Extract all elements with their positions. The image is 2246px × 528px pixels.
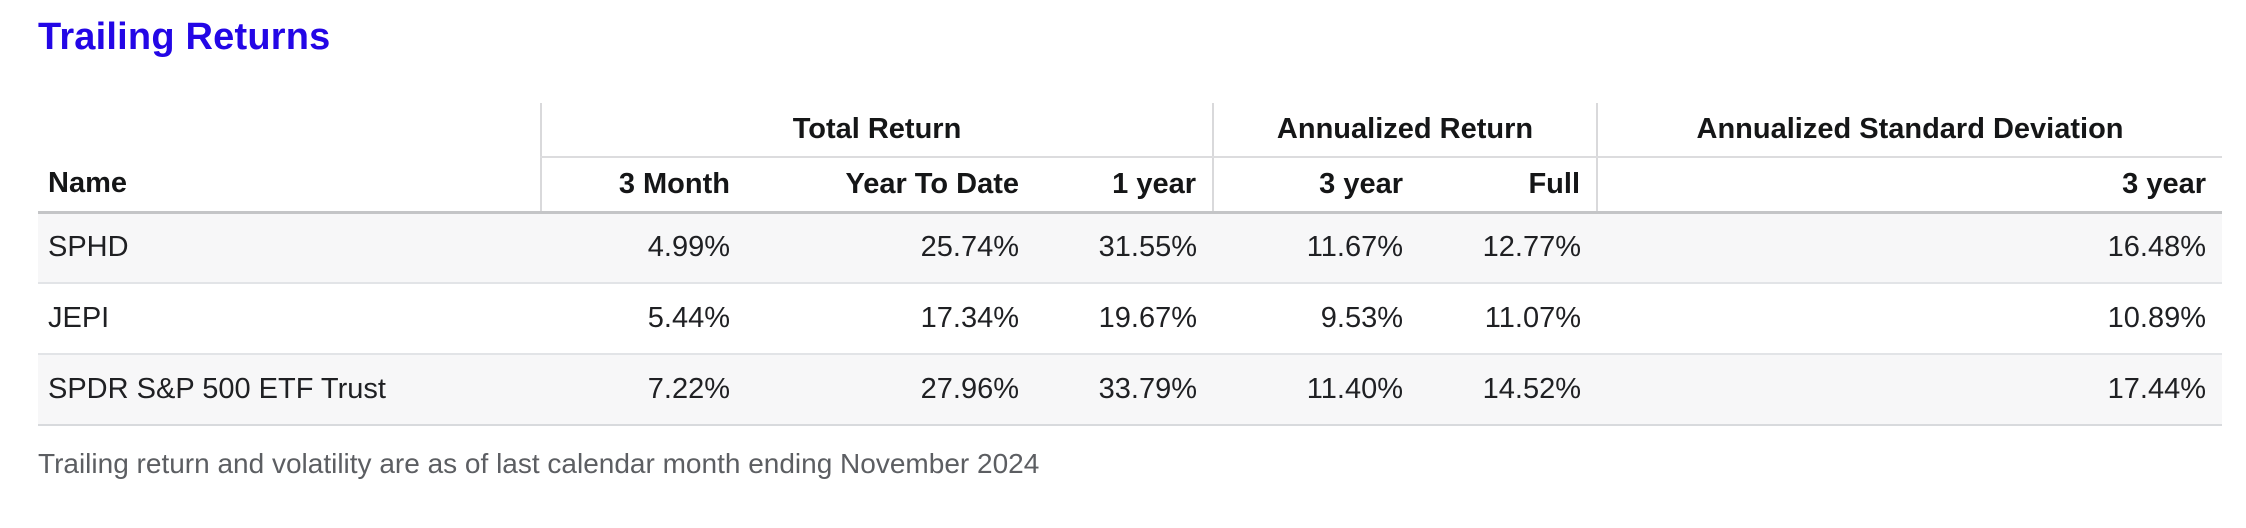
table-row: SPHD 4.99% 25.74% 31.55% 11.67% 12.77% 1…: [38, 212, 2223, 283]
value-cell: 5.44%: [647, 302, 730, 334]
column-header-row: Name 3 Month Year To Date 1 year 3 year …: [38, 157, 2223, 214]
value-cell: 4.99%: [647, 231, 730, 264]
value-cell: 31.55%: [1098, 231, 1197, 264]
column-header-1-year: 1 year: [1035, 157, 1213, 214]
value-cell: 14.52%: [1482, 373, 1582, 405]
group-header-annualized-standard-deviation: Annualized Standard Deviation: [1596, 103, 2223, 158]
value-cell: 25.74%: [920, 231, 1019, 264]
column-header-3-year-stddev: 3 year: [1596, 157, 2223, 214]
value-cell: 11.40%: [1306, 373, 1403, 405]
trailing-returns-section: Trailing Returns Total Return Annualized…: [38, 16, 2223, 479]
value-cell: 11.67%: [1306, 231, 1403, 264]
column-header-3-year-return: 3 year: [1212, 157, 1419, 214]
fund-name: SPDR S&P 500 ETF Trust: [48, 373, 386, 405]
trailing-returns-table: Total Return Annualized Return Annualize…: [38, 103, 2223, 426]
column-header-3-month: 3 Month: [540, 157, 746, 214]
value-cell: 16.48%: [2107, 231, 2207, 264]
group-header-blank: [38, 103, 541, 157]
value-cell: 11.07%: [1484, 302, 1582, 334]
table-header: Total Return Annualized Return Annualize…: [38, 103, 2223, 214]
value-cell: 27.96%: [920, 373, 1019, 405]
value-cell: 17.34%: [920, 302, 1019, 334]
page-title: Trailing Returns: [38, 16, 331, 58]
table-row: JEPI 5.44% 17.34% 19.67% 9.53% 11.07% 10…: [38, 283, 2223, 354]
value-cell: 10.89%: [2107, 302, 2207, 334]
group-header-annualized-return: Annualized Return: [1211, 103, 1598, 158]
table-row: SPDR S&P 500 ETF Trust 7.22% 27.96% 33.7…: [38, 354, 2223, 425]
value-cell: 19.67%: [1098, 302, 1197, 334]
group-header-total-return: Total Return: [540, 103, 1213, 158]
column-header-year-to-date: Year To Date: [746, 157, 1035, 214]
column-header-full: Full: [1419, 157, 1598, 214]
as-of-date-note: Trailing return and volatility are as of…: [38, 448, 1040, 479]
value-cell: 33.79%: [1098, 373, 1197, 405]
column-header-name: Name: [38, 157, 541, 214]
value-cell: 7.22%: [647, 373, 730, 405]
value-cell: 9.53%: [1320, 302, 1403, 334]
value-cell: 17.44%: [2107, 373, 2207, 405]
value-cell: 12.77%: [1482, 231, 1582, 264]
table-body: SPHD 4.99% 25.74% 31.55% 11.67% 12.77% 1…: [38, 212, 2223, 425]
column-group-row: Total Return Annualized Return Annualize…: [38, 103, 2223, 158]
fund-name: SPHD: [48, 231, 129, 264]
fund-name: JEPI: [48, 302, 110, 334]
